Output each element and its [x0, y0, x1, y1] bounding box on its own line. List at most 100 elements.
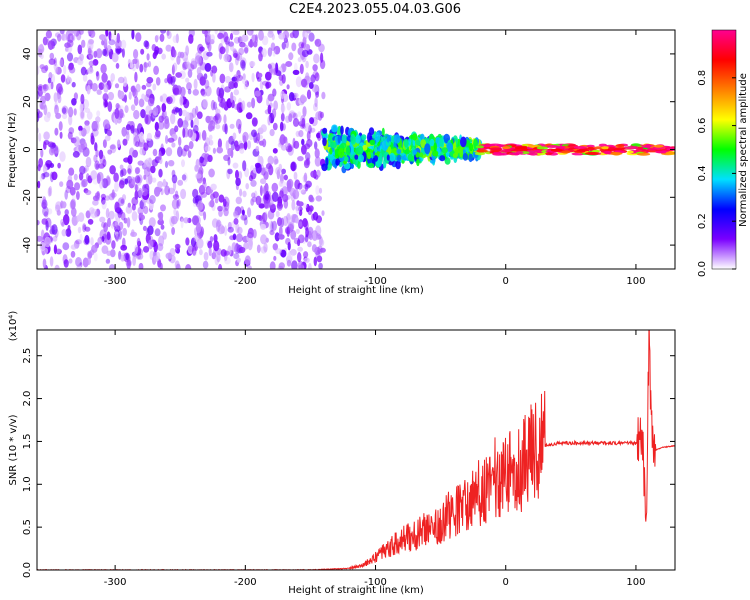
- spectrogram-cell: [275, 248, 282, 255]
- spectrogram-cell: [279, 134, 286, 146]
- spectrogram-cell: [263, 171, 269, 180]
- spectrogram-cell: [302, 174, 307, 183]
- spectrogram-cell: [238, 47, 245, 56]
- spectrogram-cell: [165, 135, 169, 144]
- spectrogram-cell: [213, 234, 218, 243]
- spectrogram-cell: [412, 149, 417, 155]
- colorbar: 0.0 0.2 0.4 0.6 0.8 Normalized spectral ampl…: [697, 29, 749, 277]
- spectrogram-cell: [199, 156, 204, 164]
- spectrogram-cell: [95, 149, 99, 158]
- spectrogram-cell: [287, 178, 294, 189]
- spectrogram-cell: [340, 125, 344, 135]
- spectrogram-cell: [223, 31, 229, 43]
- spectrogram-cell: [233, 36, 241, 44]
- spectrogram-cell: [141, 93, 146, 100]
- spectrogram-cell: [57, 162, 61, 169]
- spectrogram-cell: [51, 224, 58, 235]
- spectrogram-cell: [94, 120, 100, 132]
- spectrogram-cell: [206, 32, 212, 43]
- spectrogram-cell: [139, 63, 144, 73]
- colorbar-label: Normalized spectral amplitude: [738, 73, 749, 227]
- spectrogram-cell: [269, 229, 275, 236]
- spectrogram-cell: [96, 110, 101, 117]
- spectrogram-cell: [297, 111, 302, 118]
- spectrogram-cell: [80, 93, 85, 105]
- spectrogram-cell: [272, 88, 277, 97]
- spectrogram-cell: [304, 32, 308, 38]
- spectrogram-cell: [290, 248, 297, 256]
- spectrogram-cell: [130, 176, 134, 185]
- spectrogram-cell: [174, 107, 180, 113]
- spectrogram-cell: [218, 263, 223, 269]
- spectrogram-cell: [279, 121, 284, 132]
- spectrogram-cell: [274, 158, 279, 164]
- x-tick-label: -100: [364, 276, 387, 287]
- spectrogram-cell: [131, 30, 135, 40]
- spectrogram-cell: [297, 252, 302, 263]
- spectrogram-cell: [267, 93, 275, 102]
- spectrogram-cell: [217, 205, 223, 212]
- spectrogram-cell: [624, 146, 639, 150]
- spectrogram-cell: [195, 105, 199, 116]
- spectrogram-cell: [298, 41, 305, 49]
- spectrogram-cell: [237, 226, 243, 235]
- spectrogram-cell: [318, 262, 323, 269]
- spectrogram-cell: [389, 152, 396, 162]
- spectrogram-cell: [117, 76, 125, 84]
- spectrogram-cell: [278, 74, 284, 81]
- spectrogram-cell: [53, 146, 60, 154]
- spectrogram-cell: [232, 233, 237, 241]
- spectrogram-cell: [302, 203, 308, 209]
- spectrogram-cell: [125, 131, 130, 142]
- spectrogram-cell: [297, 201, 304, 207]
- spectrogram-cell: [242, 73, 246, 81]
- spectrogram-cell: [96, 173, 101, 184]
- spectrogram-cell: [476, 149, 489, 153]
- spectrogram-cell: [175, 263, 181, 269]
- spectrogram-cell: [219, 73, 226, 84]
- spectrogram-cell: [73, 30, 80, 37]
- spectrogram-cell: [98, 82, 105, 90]
- spectrogram-cell: [439, 155, 446, 162]
- spectrogram-cell: [176, 55, 181, 65]
- spectrogram-cell: [210, 183, 217, 191]
- spectrogram-cell: [37, 235, 43, 242]
- spectrogram-cell: [265, 191, 270, 201]
- spectrogram-cell: [72, 194, 77, 200]
- spectrogram-cell: [603, 150, 611, 154]
- spectrogram-cell: [242, 160, 247, 172]
- spectrogram-cell: [171, 174, 178, 184]
- spectrogram-cell: [40, 148, 44, 158]
- spectrogram-cell: [69, 186, 76, 196]
- spectrogram-cell: [279, 173, 284, 184]
- spectrogram-cell: [241, 214, 248, 221]
- y-tick-label: 2.0: [22, 391, 33, 407]
- spectrogram-cell: [199, 76, 206, 86]
- spectrogram-cell: [114, 181, 119, 193]
- spectrogram-cell: [97, 236, 103, 245]
- spectrogram-cell: [96, 191, 100, 197]
- spectrogram-cell: [218, 102, 225, 108]
- spectrogram-cell: [101, 222, 106, 228]
- spectrogram-cell: [214, 113, 222, 124]
- spectrogram-cell: [295, 217, 299, 224]
- spectrogram-cell: [43, 172, 50, 178]
- spectrogram-cell: [101, 197, 106, 205]
- spectrogram-cell: [278, 180, 283, 187]
- spectrogram-cell: [292, 117, 300, 127]
- spectrogram-cell: [79, 109, 85, 120]
- spectrogram-cell: [86, 257, 91, 265]
- spectrogram-cell: [598, 143, 608, 147]
- spectrogram-cell: [306, 130, 311, 141]
- spectrogram-cell: [232, 48, 237, 54]
- spectrogram-cell: [120, 255, 125, 262]
- spectrogram-cell: [315, 225, 322, 237]
- spectrogram-cell: [280, 249, 287, 258]
- spectrogram-cell: [47, 40, 54, 51]
- snr-series-line: [37, 330, 675, 570]
- spectrogram-cell: [87, 30, 94, 35]
- spectrogram-cell: [212, 101, 218, 111]
- spectrogram-cell: [239, 41, 246, 48]
- spectrogram-cell: [202, 98, 209, 109]
- spectrogram-cell: [57, 33, 62, 42]
